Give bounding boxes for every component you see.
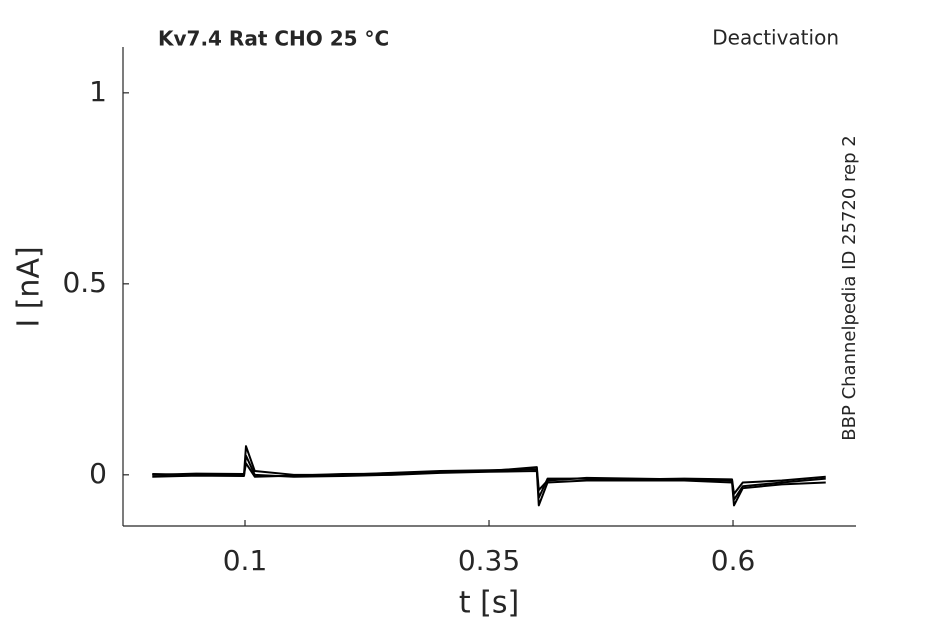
chart-subtitle: Deactivation	[712, 26, 839, 50]
x-axis-label: t [s]	[459, 586, 519, 621]
x-tick-label: 0.35	[458, 544, 520, 577]
trace	[152, 462, 826, 501]
annotation: BBP Channelpedia ID 25720 rep 2	[839, 135, 860, 440]
y-tick-label: 1	[89, 75, 107, 108]
y-tick-label: 0	[89, 457, 107, 490]
y-tick-label: 0.5	[62, 266, 107, 299]
x-tick-label: 0.1	[223, 544, 268, 577]
x-tick-label: 0.6	[711, 544, 756, 577]
y-axis-label: I [nA]	[12, 246, 47, 327]
chart-title: Kv7.4 Rat CHO 25 °C	[158, 27, 389, 51]
